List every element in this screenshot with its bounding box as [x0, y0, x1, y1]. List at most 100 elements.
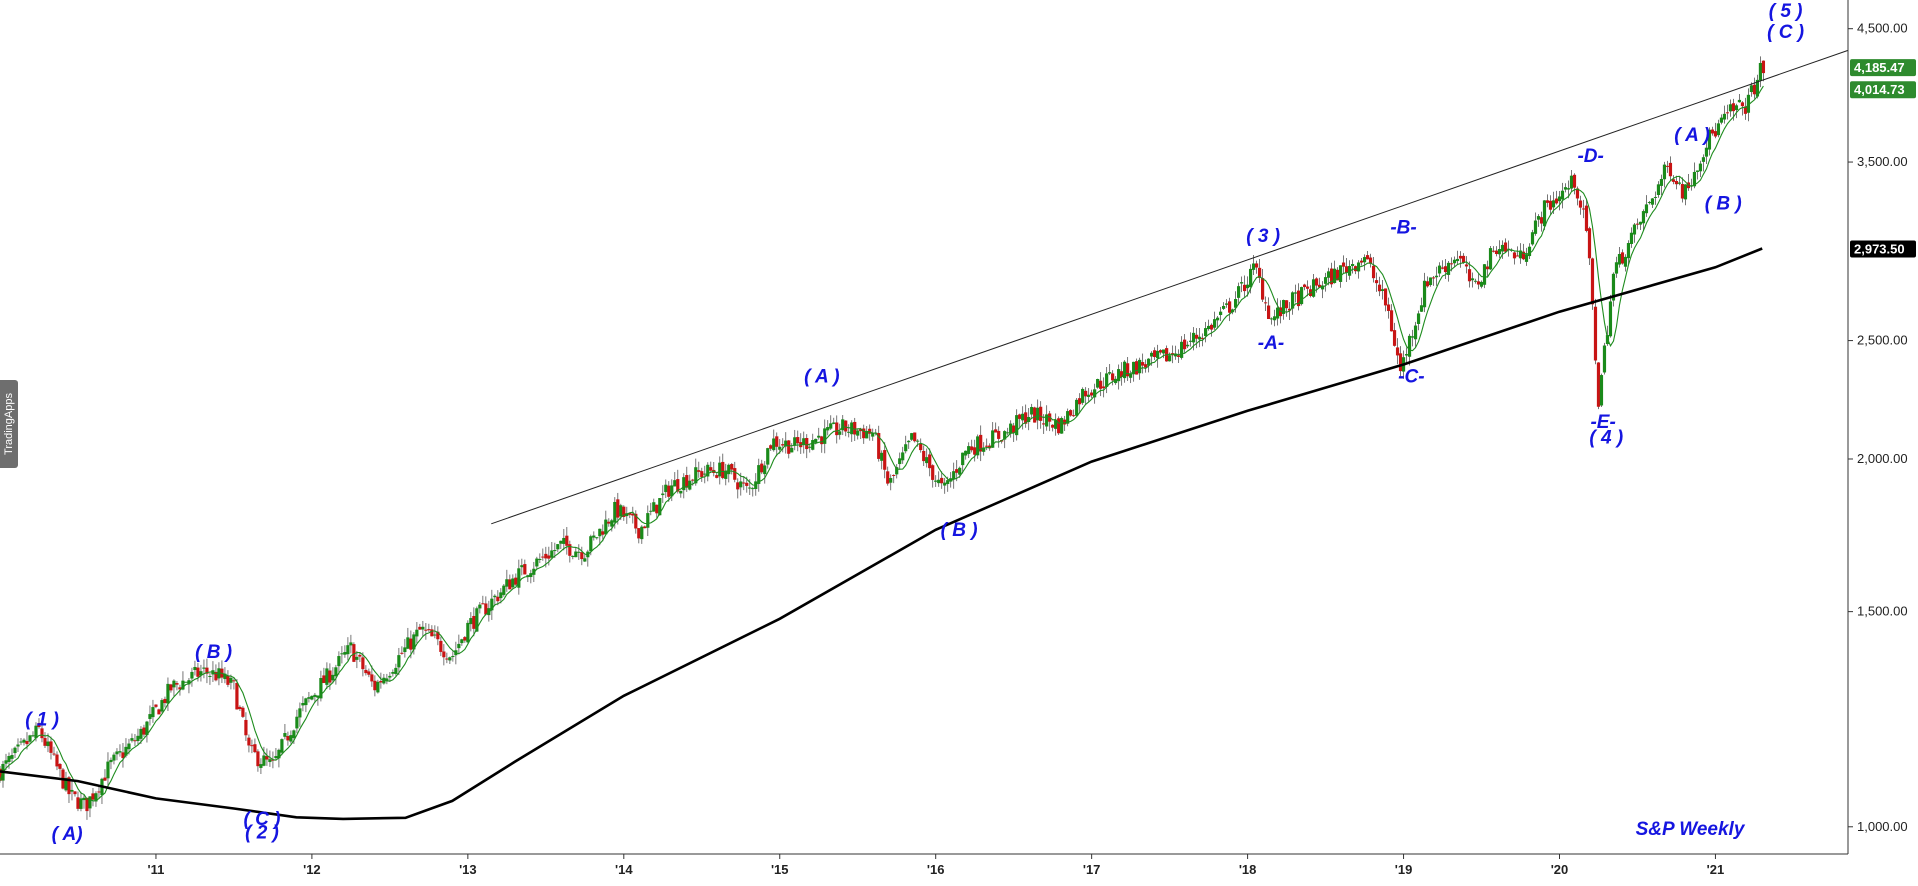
candle-body — [385, 678, 389, 681]
candle-body — [184, 681, 188, 683]
candle-body — [397, 655, 401, 668]
candle-body — [1437, 265, 1442, 274]
candle-body — [43, 737, 47, 746]
candle-body — [157, 709, 161, 715]
candle-body — [694, 467, 698, 484]
last-value-label: 4,185.47 — [1854, 60, 1905, 75]
candle-body — [1281, 299, 1286, 314]
candle-body — [745, 482, 749, 486]
x-tick-label: '14 — [615, 862, 633, 877]
candle-body — [1141, 362, 1145, 366]
candle-body — [1734, 105, 1739, 111]
candle-body — [517, 568, 521, 588]
candle-body — [838, 431, 842, 435]
candle-body — [241, 707, 245, 717]
candle-body — [1698, 163, 1703, 172]
candle-body — [1290, 292, 1295, 309]
candle-body — [1407, 335, 1412, 357]
candle-body — [544, 553, 548, 559]
candle-body — [1329, 268, 1334, 285]
candle-body — [1482, 264, 1487, 285]
candle-body — [1060, 417, 1064, 434]
candle-body — [1635, 223, 1640, 225]
candle-body — [325, 668, 329, 685]
y-tick-label: 2,500.00 — [1857, 333, 1908, 348]
candle-body — [943, 482, 947, 486]
candle-body — [304, 698, 308, 706]
candle-body — [1701, 157, 1706, 162]
candle-body — [592, 535, 596, 538]
candle-body — [28, 735, 32, 742]
candle-body — [259, 764, 263, 768]
candle-body — [499, 592, 503, 599]
candle-body — [841, 419, 845, 431]
candle-body — [1096, 379, 1100, 388]
candle-body — [343, 652, 347, 655]
candle-body — [985, 445, 989, 447]
candle-body — [1248, 268, 1253, 288]
candle-body — [187, 680, 191, 685]
candle-body — [772, 438, 776, 451]
candle-body — [64, 777, 68, 791]
candle-body — [1746, 94, 1751, 113]
candle-body — [646, 513, 650, 528]
candle-body — [235, 682, 239, 710]
candle-body — [1683, 184, 1688, 200]
candle-body — [1027, 416, 1031, 423]
candle-body — [223, 673, 227, 680]
candle-body — [1219, 311, 1223, 316]
candle-body — [964, 450, 968, 456]
candle-body — [1222, 305, 1226, 309]
candle-body — [1626, 243, 1631, 259]
candle-body — [115, 751, 119, 755]
candle-body — [613, 501, 617, 523]
candle-body — [244, 719, 248, 736]
candle-body — [571, 555, 575, 557]
candle-body — [1359, 260, 1364, 263]
wave-label: ( 1 ) — [25, 710, 59, 731]
candle-body — [316, 695, 320, 698]
candle-body — [7, 756, 11, 762]
candle-body — [103, 777, 107, 781]
candle-body — [388, 675, 392, 678]
candle-body — [226, 675, 230, 685]
candle-body — [628, 513, 632, 515]
candle-body — [1030, 406, 1034, 415]
candle-body — [1623, 256, 1628, 267]
candle-body — [94, 793, 98, 802]
candle-body — [427, 629, 431, 631]
candle-body — [652, 502, 656, 512]
candle-body — [1033, 407, 1037, 423]
candle-body — [1650, 198, 1655, 205]
candle-body — [1335, 269, 1340, 281]
candle-body — [1422, 280, 1427, 308]
wave-label: ( 5 ) — [1769, 1, 1803, 22]
candle-body — [1563, 187, 1568, 190]
last-value-badge — [1850, 59, 1916, 77]
candle-body — [982, 447, 986, 452]
candle-body — [55, 754, 59, 767]
candle-body — [1207, 325, 1211, 330]
candle-body — [1156, 350, 1160, 359]
candle-body — [1641, 211, 1646, 224]
candle-body — [1743, 106, 1748, 114]
candle-body — [349, 642, 353, 646]
candle-body — [715, 475, 719, 478]
candle-body — [1063, 419, 1067, 425]
candle-body — [1617, 253, 1622, 265]
candle-body — [1713, 131, 1718, 137]
wave-label: ( C ) — [1767, 22, 1804, 43]
candle-body — [442, 651, 446, 658]
candle-body — [1069, 410, 1073, 416]
candle-body — [160, 700, 164, 712]
candle-body — [946, 480, 950, 485]
candle-body — [1239, 282, 1244, 284]
candle-body — [1749, 85, 1754, 93]
candle-body — [1545, 200, 1550, 203]
candle-body — [328, 670, 332, 683]
candle-body — [1045, 414, 1049, 427]
candle-body — [118, 751, 122, 753]
candle-body — [511, 578, 515, 588]
candle-body — [1305, 286, 1310, 289]
